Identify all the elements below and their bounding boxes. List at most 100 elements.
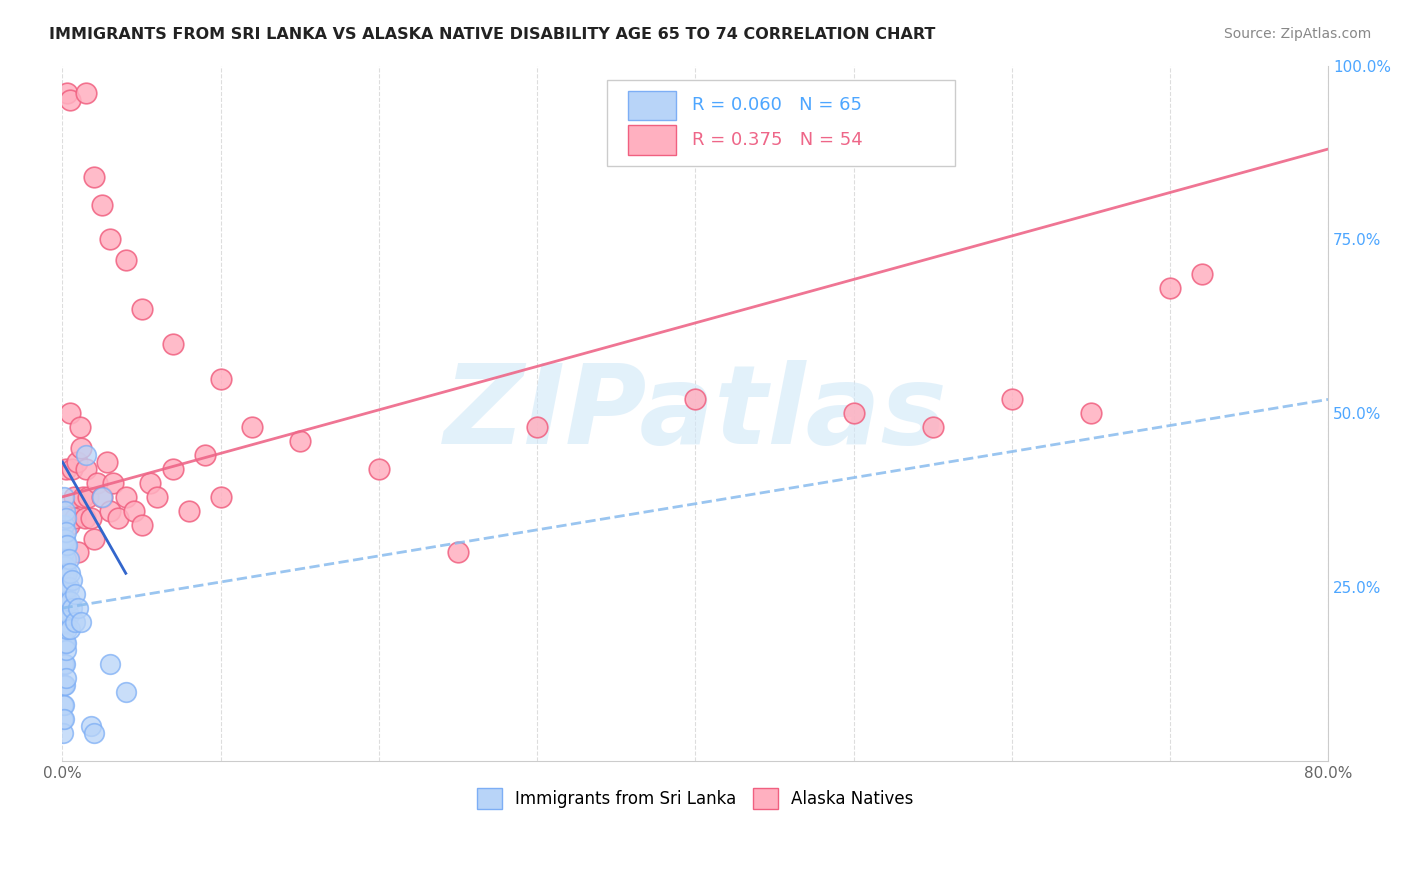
Point <box>52 636 75 650</box>
Point <box>55 671 77 685</box>
Point <box>447 545 470 559</box>
Point <box>114 253 136 268</box>
Point <box>86 475 108 490</box>
Text: R = 0.060   N = 65: R = 0.060 N = 65 <box>692 96 862 114</box>
Point <box>91 490 114 504</box>
Point <box>76 490 98 504</box>
Point <box>101 475 124 490</box>
Point <box>52 712 75 726</box>
Bar <box>628 126 676 154</box>
Point <box>63 615 86 629</box>
Point <box>60 462 83 476</box>
Point <box>55 552 77 566</box>
Point <box>52 615 75 629</box>
Point <box>75 462 97 476</box>
Point <box>53 587 76 601</box>
Point <box>52 698 75 713</box>
Point <box>80 719 103 733</box>
Point <box>55 524 77 539</box>
Point <box>98 504 121 518</box>
Point <box>83 532 105 546</box>
Point <box>526 420 548 434</box>
Point <box>60 601 83 615</box>
Point <box>53 636 76 650</box>
Point <box>921 420 943 434</box>
Point <box>56 594 79 608</box>
FancyBboxPatch shape <box>607 79 955 167</box>
Point <box>72 490 94 504</box>
Point <box>55 615 77 629</box>
Point <box>122 504 145 518</box>
Point <box>1159 281 1181 295</box>
Point <box>53 566 76 581</box>
Point <box>52 532 75 546</box>
Point <box>63 587 86 601</box>
Point <box>58 517 80 532</box>
Point <box>146 490 169 504</box>
Point <box>107 510 129 524</box>
Point <box>55 642 77 657</box>
Point <box>98 657 121 671</box>
Point <box>53 657 76 671</box>
Point <box>55 566 77 581</box>
Point <box>53 504 76 518</box>
Point <box>69 420 91 434</box>
Point <box>52 677 75 691</box>
Point <box>55 539 77 553</box>
Point <box>56 87 79 101</box>
Point <box>55 607 77 622</box>
Point <box>62 490 84 504</box>
Point <box>52 657 75 671</box>
Point <box>60 574 83 588</box>
Point <box>240 420 263 434</box>
Point <box>52 587 75 601</box>
Point <box>67 601 90 615</box>
Point <box>55 594 77 608</box>
Point <box>73 510 96 524</box>
Point <box>67 545 90 559</box>
Point <box>56 566 79 581</box>
Point <box>53 517 76 532</box>
Point <box>842 406 865 420</box>
Point <box>114 490 136 504</box>
Point <box>53 677 76 691</box>
Point <box>75 448 97 462</box>
Point <box>83 726 105 740</box>
Point <box>1080 406 1102 420</box>
Point <box>288 434 311 449</box>
Point <box>80 510 103 524</box>
Point <box>91 197 114 211</box>
Text: Source: ZipAtlas.com: Source: ZipAtlas.com <box>1223 27 1371 41</box>
Point <box>56 504 79 518</box>
Point <box>66 455 89 469</box>
Point <box>53 636 76 650</box>
Point <box>131 517 153 532</box>
Point <box>53 677 76 691</box>
Point <box>52 726 75 740</box>
Point <box>1001 392 1024 407</box>
Point <box>59 594 82 608</box>
Point <box>75 87 97 101</box>
Point <box>53 622 76 636</box>
Point <box>56 539 79 553</box>
Point <box>58 580 80 594</box>
Point <box>58 552 80 566</box>
Point <box>685 392 707 407</box>
Point <box>162 336 184 351</box>
Point <box>55 580 77 594</box>
Text: R = 0.375   N = 54: R = 0.375 N = 54 <box>692 131 862 149</box>
Point <box>53 601 76 615</box>
Point <box>53 559 76 574</box>
Point <box>367 462 389 476</box>
Point <box>96 455 118 469</box>
Point <box>53 490 76 504</box>
Point <box>53 532 76 546</box>
Point <box>59 94 82 108</box>
Bar <box>628 91 676 120</box>
Point <box>53 657 76 671</box>
Point <box>98 232 121 246</box>
Text: IMMIGRANTS FROM SRI LANKA VS ALASKA NATIVE DISABILITY AGE 65 TO 74 CORRELATION C: IMMIGRANTS FROM SRI LANKA VS ALASKA NATI… <box>49 27 935 42</box>
Point <box>177 504 200 518</box>
Point <box>53 587 76 601</box>
Point <box>209 371 232 385</box>
